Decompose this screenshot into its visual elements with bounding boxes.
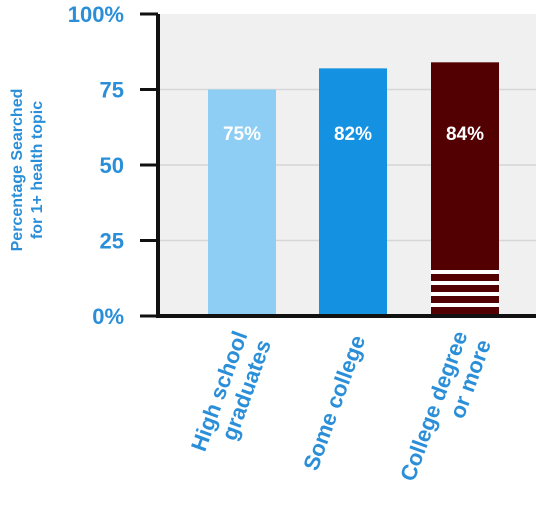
x-category-label: College degreeor more — [395, 328, 496, 493]
x-category-label: Some college — [298, 332, 370, 474]
y-tick-label: 25 — [100, 229, 124, 254]
y-axis-title: Percentage Searched for 1+ health topic — [9, 89, 46, 252]
bar — [319, 68, 387, 316]
y-axis-title-line: for 1+ health topic — [29, 101, 46, 239]
bar-data-label: 75% — [223, 124, 261, 145]
x-category-label-line: Some college — [298, 332, 370, 474]
bar-data-label: 84% — [446, 124, 484, 145]
bar-stripe — [431, 292, 499, 296]
y-tick-label: 100% — [68, 2, 124, 27]
y-tick-label: 0% — [92, 304, 124, 329]
bar-stripe — [431, 281, 499, 285]
y-axis-title-line: Percentage Searched — [9, 89, 26, 252]
bar — [208, 89, 276, 316]
bar-stripe — [431, 270, 499, 274]
bar-stripe — [431, 303, 499, 307]
bar-data-label: 82% — [334, 124, 372, 145]
y-tick-label: 75 — [100, 78, 124, 103]
bar — [431, 62, 499, 316]
x-category-label: High schoolgraduates — [186, 328, 276, 463]
y-tick-label: 50 — [100, 153, 124, 178]
